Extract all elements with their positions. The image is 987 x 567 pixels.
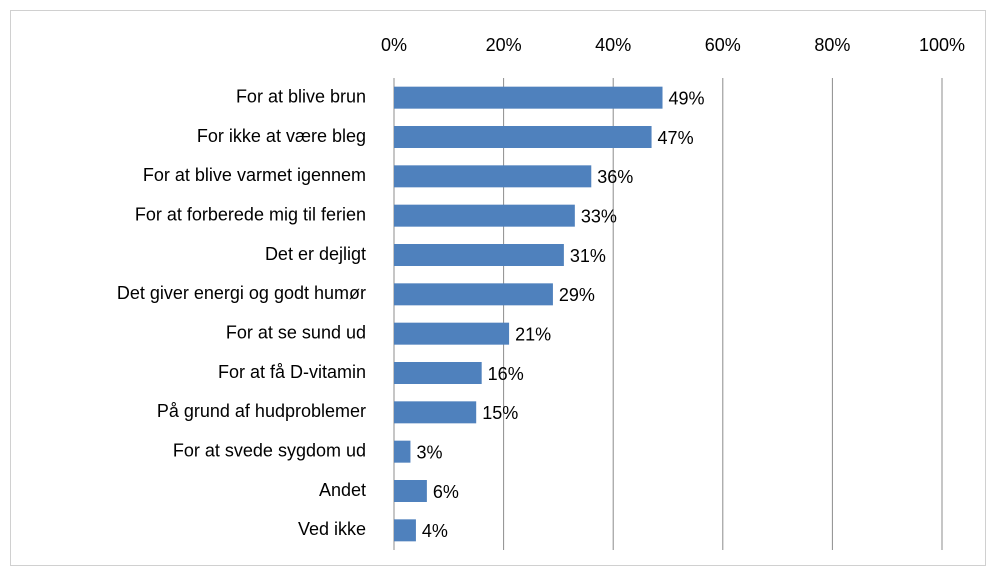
- value-label: 15%: [482, 403, 518, 423]
- chart-frame: [10, 10, 986, 566]
- x-tick-label: 80%: [814, 35, 850, 55]
- bar: [394, 480, 427, 502]
- category-label: Det er dejligt: [265, 244, 366, 264]
- value-label: 4%: [422, 521, 448, 541]
- x-tick-label: 20%: [486, 35, 522, 55]
- value-label: 21%: [515, 324, 551, 344]
- category-label: På grund af hudproblemer: [157, 401, 366, 421]
- category-label: For ikke at være bleg: [197, 126, 366, 146]
- x-tick-label: 60%: [705, 35, 741, 55]
- value-label: 49%: [669, 88, 705, 108]
- value-label: 6%: [433, 482, 459, 502]
- bar: [394, 401, 477, 424]
- bar: [394, 86, 663, 109]
- x-tick-label: 40%: [595, 35, 631, 55]
- category-label: For at forberede mig til ferien: [135, 204, 366, 224]
- value-label: 33%: [581, 206, 617, 226]
- x-tick-label: 0%: [381, 35, 407, 55]
- bar: [394, 165, 592, 188]
- bar: [394, 126, 652, 148]
- value-label: 3%: [416, 442, 442, 462]
- category-label: Ved ikke: [298, 519, 366, 539]
- bar: [394, 362, 482, 384]
- category-label: For at blive varmet igennem: [143, 165, 366, 185]
- category-label: For at svede sygdom ud: [173, 440, 366, 460]
- bar: [394, 244, 564, 266]
- bar: [394, 519, 416, 542]
- value-label: 47%: [658, 128, 694, 148]
- bar: [394, 322, 510, 345]
- value-label: 29%: [559, 285, 595, 305]
- category-label: For at blive brun: [236, 86, 366, 106]
- x-tick-label: 100%: [919, 35, 965, 55]
- category-label: For at se sund ud: [226, 322, 366, 342]
- value-label: 16%: [488, 364, 524, 384]
- value-label: 31%: [570, 246, 606, 266]
- bar: [394, 440, 411, 463]
- bar: [394, 283, 553, 306]
- category-label: Andet: [319, 480, 366, 500]
- category-label: Det giver energi og godt humør: [117, 283, 366, 303]
- category-label: For at få D-vitamin: [218, 362, 366, 382]
- bar: [394, 204, 575, 227]
- value-label: 36%: [597, 167, 633, 187]
